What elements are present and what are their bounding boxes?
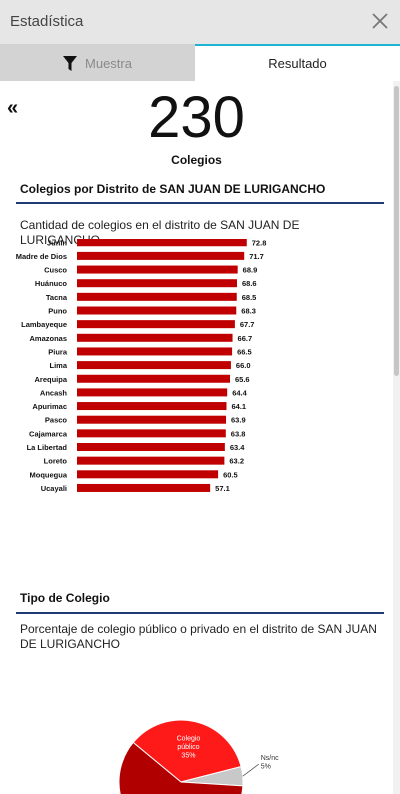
bar — [77, 251, 245, 260]
bar-value-label: 68.3 — [241, 307, 256, 316]
bar-category-label: Pasco — [45, 416, 68, 425]
pie-slice-label: Colegio público 35% — [177, 736, 201, 760]
pie-leader-line — [242, 763, 259, 777]
tab-muestra-label: Muestra — [85, 56, 132, 71]
bar — [77, 402, 227, 411]
bar — [77, 333, 233, 342]
bar-category-label: Ucayali — [41, 484, 67, 493]
bar-value-label: 67.7 — [240, 320, 255, 329]
district-bar-chart: Tumbes84.9Ica82.3Huancavelica77.9San Mar… — [16, 239, 267, 493]
bar — [77, 292, 237, 301]
bar-category-label: La Libertad — [27, 443, 68, 452]
school-type-pie-chart: Colegiopúblico35%Ns/nc5%Colegioprivado60… — [118, 719, 279, 794]
window-title: Estadística — [10, 13, 84, 30]
bar-value-label: 66.0 — [236, 361, 251, 370]
bar — [77, 306, 237, 315]
bar-category-label: Apurimac — [32, 402, 67, 411]
bar-category-label: Moquegua — [30, 470, 68, 479]
bar — [77, 388, 228, 397]
tab-muestra[interactable]: Muestra — [0, 44, 195, 81]
bar — [77, 415, 227, 424]
bar — [77, 320, 235, 329]
tab-resultado[interactable]: Resultado — [195, 44, 400, 81]
bar-category-label: Lima — [49, 361, 67, 370]
collapse-icon[interactable]: « — [7, 97, 19, 119]
bar-value-label: 66.7 — [238, 334, 253, 343]
pie-slice — [132, 719, 242, 783]
pie-slice-label: Ns/nc 5% — [261, 755, 279, 771]
tab-bar: Muestra Resultado — [0, 44, 400, 81]
bar — [77, 429, 226, 438]
bar — [77, 239, 247, 247]
bar-value-label: 68.6 — [242, 279, 257, 288]
bar-category-label: Madre de Dios — [16, 252, 67, 261]
bar-value-label: 68.5 — [242, 293, 257, 302]
bar-value-label: 64.4 — [232, 388, 247, 397]
bar-value-label: 64.1 — [231, 402, 246, 411]
results-panel: « 230 Colegios Colegios por Distrito de … — [0, 81, 393, 794]
bar-category-label: Junín — [47, 239, 67, 247]
bar-value-label: 68.9 — [243, 266, 258, 275]
bar-value-label: 71.7 — [249, 252, 264, 261]
total-count: 230 — [148, 85, 245, 150]
bar-value-label: 63.8 — [231, 429, 246, 438]
pie-slice — [118, 741, 244, 794]
title-bar: Estadística — [0, 0, 400, 44]
bar — [77, 374, 230, 383]
bar-value-label: 65.6 — [235, 375, 250, 384]
scrollbar-thumb[interactable] — [394, 86, 399, 376]
bar-value-label: 57.1 — [215, 484, 230, 493]
bar-category-label: Lambayeque — [21, 320, 67, 329]
tab-resultado-label: Resultado — [268, 56, 327, 71]
filter-icon — [63, 55, 78, 71]
bar-value-label: 60.5 — [223, 470, 238, 479]
bar — [77, 361, 231, 370]
section-type-description: Porcentaje de colegio público o privado … — [20, 622, 377, 651]
bar-category-label: Arequipa — [34, 375, 67, 384]
bar — [77, 347, 233, 356]
bar-category-label: Piura — [48, 347, 68, 356]
bar — [77, 470, 219, 479]
bar — [77, 265, 238, 274]
bar-value-label: 63.9 — [231, 416, 246, 425]
section-type-title: Tipo de Colegio — [20, 591, 110, 605]
section-districts-title: Colegios por Distrito de SAN JUAN DE LUR… — [20, 182, 326, 196]
bar-value-label: 63.4 — [230, 443, 245, 452]
bar — [77, 456, 225, 465]
bar-value-label: 63.2 — [229, 457, 244, 466]
bar-category-label: Amazonas — [29, 334, 67, 343]
total-count-label: Colegios — [171, 153, 222, 167]
section-type-divider — [16, 612, 384, 614]
bar-category-label: Ancash — [40, 388, 68, 397]
close-icon[interactable] — [370, 11, 390, 31]
bar-category-label: Huánuco — [35, 279, 68, 288]
bar-value-label: 72.8 — [252, 239, 267, 247]
bar-category-label: Cajamarca — [29, 429, 68, 438]
bar — [77, 443, 225, 451]
section-districts-divider — [16, 202, 384, 204]
bar — [77, 483, 211, 492]
scrollbar[interactable] — [393, 81, 400, 794]
bar-category-label: Loreto — [44, 457, 68, 466]
bar-category-label: Tacna — [46, 293, 68, 302]
bar-category-label: Puno — [48, 307, 67, 316]
bar — [77, 279, 237, 288]
bar-value-label: 66.5 — [237, 347, 252, 356]
bar-category-label: Cusco — [44, 266, 67, 275]
